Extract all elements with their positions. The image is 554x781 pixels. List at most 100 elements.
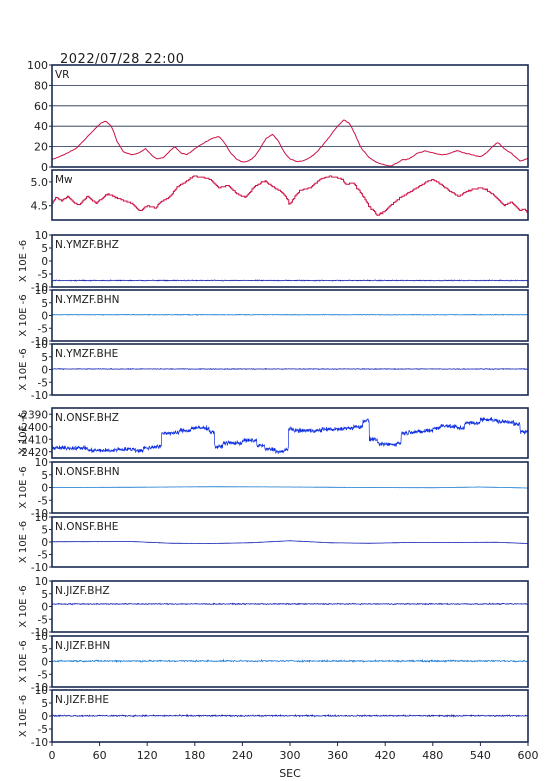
onsf-bhn-tick-label-m10: -10 [31, 508, 48, 520]
ymzf-bhz-tick-label-5: 5 [41, 243, 48, 255]
jizf-bhe-tick-label-m10: -10 [31, 737, 48, 749]
vr-tick-label-40: 40 [34, 120, 48, 133]
x-tick-label-120: 120 [137, 749, 158, 762]
ymzf-bhz-tick-label-0: 0 [41, 256, 48, 268]
onsf-bhz-channel-label: N.ONSF.BHZ [55, 412, 119, 424]
jizf-bhe-tick-label-m5: -5 [38, 724, 48, 736]
x-tick-label-300: 300 [280, 749, 301, 762]
mw-panel-frame [51, 169, 529, 221]
ymzf-bhe-panel-frame [51, 343, 529, 396]
x-tick-label-600: 600 [518, 749, 539, 762]
onsf-bhn-waveform [51, 486, 528, 489]
jizf-bhn-panel-frame [51, 635, 529, 688]
jizf-bhz-unit-label: X 10E -6 [18, 585, 29, 627]
mw-panel-label: Mw [55, 174, 73, 186]
jizf-bhn-tick-label-10: 10 [35, 631, 48, 643]
x-axis: 0 60 120 180 240 300 360 420 480 540 600 [49, 742, 539, 762]
ymzf-bhe-waveform [51, 367, 528, 371]
ymzf-bhz-waveform [51, 279, 528, 282]
timestamp: 2022/07/28 22:00 [60, 52, 185, 67]
x-tick-label-540: 540 [470, 749, 491, 762]
jizf-bhe-unit-label: X 10E -6 [18, 695, 29, 737]
jizf-bhn-waveform [51, 658, 528, 664]
vr-tick-label-60: 60 [34, 100, 48, 113]
jizf-bhe-channel-label: N.JIZF.BHE [55, 694, 109, 706]
jizf-bhe-waveform [51, 713, 528, 718]
x-tick-label-180: 180 [184, 749, 205, 762]
vr-panel-label: VR [55, 69, 69, 81]
jizf-bhz-waveform [51, 602, 528, 606]
onsf-bhn-panel-frame [51, 461, 529, 514]
onsf-bhn-unit-label: X 10E -6 [18, 466, 29, 508]
ymzf-bhz-channel-label: N.YMZF.BHZ [55, 239, 119, 251]
ymzf-bhn-panel-frame [51, 289, 529, 342]
jizf-bhn-unit-label: X 10E -6 [18, 640, 29, 682]
jizf-bhe-tick-label-10: 10 [35, 685, 48, 697]
onsf-bhn-channel-label: N.ONSF.BHN [55, 466, 120, 478]
jizf-bhz-tick-label-5: 5 [41, 589, 48, 601]
jizf-bhe-tick-label-0: 0 [41, 711, 48, 723]
mw-series-line [52, 175, 529, 216]
onsf-bhn-tick-label-10: 10 [35, 457, 48, 469]
onsf-bhe-tick-label-5: 5 [41, 525, 48, 537]
ymzf-bhe-tick-label-5: 5 [41, 352, 48, 364]
ymzf-bhz-tick-label-10: 10 [35, 230, 48, 242]
x-axis-label: SEC [279, 767, 301, 780]
x-tick-label-360: 360 [327, 749, 348, 762]
onsf-bhe-tick-label-m10: -10 [31, 562, 48, 574]
x-tick-label-240: 240 [232, 749, 253, 762]
ymzf-bhn-tick-label-10: 10 [35, 285, 48, 297]
x-tick-label-420: 420 [375, 749, 396, 762]
onsf-bhz-panel-frame [51, 407, 529, 459]
mw-tick-label-5.0: 5.0 [31, 176, 49, 189]
x-tick-label-60: 60 [93, 749, 107, 762]
jizf-bhz-panel-frame [51, 580, 529, 633]
ymzf-bhn-unit-label: X 10E -6 [18, 294, 29, 336]
onsf-bhz-tick-label-m2420: -2420 [17, 447, 48, 459]
vr-tick-label-20: 20 [34, 141, 48, 154]
onsf-bhe-tick-label-m5: -5 [38, 550, 48, 562]
onsf-bhn-tick-label-0: 0 [41, 483, 48, 495]
jizf-bhn-channel-label: N.JIZF.BHN [55, 640, 110, 652]
onsf-bhe-panel-frame [51, 516, 529, 568]
ymzf-bhn-tick-label-m5: -5 [38, 323, 48, 335]
vr-tick-label-80: 80 [34, 79, 48, 92]
ymzf-bhe-tick-label-0: 0 [41, 365, 48, 377]
ymzf-bhn-channel-label: N.YMZF.BHN [55, 294, 120, 306]
vr-tick-label-0: 0 [41, 161, 48, 174]
ymzf-bhz-panel-frame [51, 234, 529, 288]
onsf-bhz-unit-label: X 10E -6 [18, 412, 29, 454]
ymzf-bhe-tick-label-m5: -5 [38, 377, 48, 389]
ymzf-bhn-waveform [52, 313, 528, 316]
ymzf-bhz-unit-label: X 10E -6 [18, 240, 29, 282]
onsf-bhn-tick-label-5: 5 [41, 470, 48, 482]
ymzf-bhe-channel-label: N.YMZF.BHE [55, 348, 118, 360]
ymzf-bhn-tick-label-0: 0 [41, 311, 48, 323]
jizf-bhn-tick-label-m10: -10 [31, 682, 48, 694]
jizf-bhz-tick-label-10: 10 [35, 576, 48, 588]
x-tick-label-0: 0 [49, 749, 56, 762]
ymzf-bhe-tick-label-m10: -10 [31, 390, 48, 402]
ymzf-bhz-tick-label-m10: -10 [31, 282, 48, 294]
vr-tick-label-100: 100 [27, 59, 48, 72]
jizf-bhz-tick-label-m10: -10 [31, 627, 48, 639]
ymzf-bhn-tick-label-5: 5 [41, 298, 48, 310]
vr-panel-frame [51, 64, 529, 168]
jizf-bhn-tick-label-5: 5 [41, 644, 48, 656]
ymzf-bhe-tick-label-10: 10 [35, 339, 48, 351]
onsf-bhe-tick-label-10: 10 [35, 512, 48, 524]
ymzf-bhe-unit-label: X 10E -6 [18, 348, 29, 390]
onsf-bhe-channel-label: N.ONSF.BHE [55, 521, 118, 533]
onsf-bhe-waveform [52, 540, 528, 545]
onsf-bhn-tick-label-m5: -5 [38, 495, 48, 507]
ymzf-bhz-tick-label-m5: -5 [38, 269, 48, 281]
mw-tick-label-4.5: 4.5 [31, 200, 49, 213]
onsf-bhz-tick-label-m2410: -2410 [17, 434, 48, 446]
jizf-bhz-tick-label-0: 0 [41, 602, 48, 614]
jizf-bhn-tick-label-m5: -5 [38, 669, 48, 681]
jizf-bhz-tick-label-m5: -5 [38, 614, 48, 626]
vr-series-line [51, 119, 529, 167]
ymzf-bhn-tick-label-m10: -10 [31, 336, 48, 348]
jizf-bhz-channel-label: N.JIZF.BHZ [55, 585, 110, 597]
